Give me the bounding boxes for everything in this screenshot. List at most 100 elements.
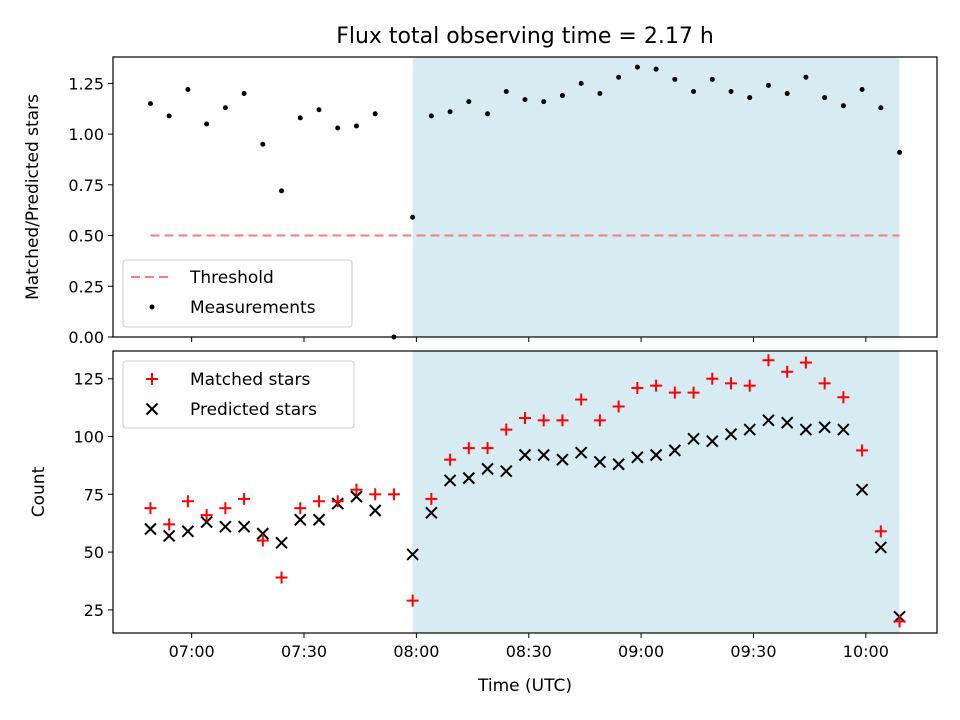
matched-star-point (556, 414, 569, 427)
y-tick-label: 0.25 (68, 277, 104, 296)
ratio-axes-frame (112, 56, 938, 338)
y-tick-label: 0.75 (68, 176, 104, 195)
predicted-star-point (649, 448, 663, 462)
matched-star-point (275, 571, 288, 584)
predicted-star-point (219, 520, 232, 533)
predicted-star-point (855, 483, 869, 496)
measurement-point (653, 66, 659, 72)
legend-predicted-label: Predicted stars (190, 400, 317, 420)
y-tick-label: 100 (73, 428, 104, 447)
measurement-point (466, 99, 472, 105)
predicted-star-point (574, 446, 588, 459)
predicted-star-point (780, 416, 794, 429)
measurement-point (353, 123, 359, 129)
count-x-ticks: 07:00 07:30 08:00 08:30 09:00 09:30 10:00 (169, 633, 889, 661)
matched-star-point (256, 534, 269, 547)
y-tick-label: 0.00 (68, 328, 104, 347)
ratio-marks (147, 64, 903, 340)
matched-star-point (668, 386, 681, 399)
legend-threshold-label: Threshold (189, 268, 274, 288)
matched-star-point (725, 377, 737, 390)
predicted-star-point (368, 504, 382, 517)
matched-star-point (837, 391, 850, 404)
y-tick-label: 75 (84, 485, 104, 504)
measurement-point (784, 91, 790, 97)
matched-star-point (313, 495, 325, 508)
matched-star-point (631, 381, 644, 394)
measurement-point (185, 86, 191, 92)
predicted-star-point (443, 474, 457, 487)
matched-star-point (425, 492, 438, 505)
predicted-star-point (200, 515, 213, 529)
y-tick-label: 50 (84, 543, 104, 562)
matched-star-point (612, 400, 625, 413)
predicted-star-point (837, 423, 850, 436)
measurement-point (822, 95, 828, 101)
matched-star-point (294, 502, 307, 515)
predicted-star-point (799, 423, 813, 436)
predicted-star-point (144, 522, 157, 536)
x-tick-label: 07:30 (281, 642, 327, 661)
matched-star-point (687, 386, 700, 399)
measurement-point (147, 101, 153, 107)
matched-star-point (519, 412, 531, 425)
predicted-star-point (481, 462, 494, 476)
y-tick-label: 25 (84, 601, 104, 620)
x-tick-label: 09:30 (730, 642, 776, 661)
measurement-point (428, 113, 434, 119)
x-tick-label: 08:30 (506, 642, 552, 661)
measurement-point (803, 74, 809, 80)
measurement-point (897, 149, 903, 155)
measurement-point (597, 91, 603, 97)
measurement-point (578, 80, 584, 86)
observing-span (412, 351, 900, 633)
matched-star-point (593, 414, 606, 427)
matched-star-point (781, 365, 794, 378)
matched-star-point (444, 453, 457, 466)
matched-star-point (369, 488, 382, 501)
measurement-point (878, 105, 884, 111)
measurement-point (297, 115, 303, 121)
legend-predicted-swatch (145, 402, 159, 416)
legend-matched-marker (146, 373, 158, 385)
y-tick-label: 1.25 (68, 74, 104, 93)
matched-star-point (331, 495, 344, 508)
predicted-star-point (181, 525, 195, 538)
predicted-star-point (275, 536, 288, 550)
measurement-point (616, 74, 622, 80)
count-marks (144, 354, 906, 628)
predicted-star-point (237, 520, 251, 533)
measurement-point (859, 86, 865, 92)
predicted-star-point (162, 529, 176, 543)
measurement-point (485, 111, 491, 117)
matched-star-point (762, 354, 775, 367)
legend-measurements-swatch (149, 304, 155, 310)
matched-star-point (575, 393, 588, 406)
predicted-star-point (518, 448, 532, 462)
predicted-star-point (350, 490, 363, 503)
predicted-star-point (612, 458, 625, 471)
matched-star-point (743, 379, 756, 392)
chart-title: Flux total observing time = 2.17 h (336, 24, 714, 49)
matched-star-point (219, 502, 232, 515)
measurement-point (316, 107, 322, 113)
observing-span (412, 57, 900, 337)
ratio-panel: 0.00 0.25 0.50 0.75 1.00 1.25 Matched/Predict… (23, 56, 938, 347)
predicted-star-point (874, 541, 888, 554)
predicted-star-point (556, 453, 569, 466)
measurement-point (728, 88, 734, 94)
measurement-point (204, 121, 210, 127)
measurement-point (559, 93, 565, 99)
y-tick-label: 1.00 (68, 125, 104, 144)
x-tick-label: 08:00 (393, 642, 439, 661)
matched-star-point (200, 509, 213, 522)
measurement-point (503, 88, 509, 94)
measurement-point (522, 97, 528, 103)
measurement-point (241, 91, 247, 97)
measurement-point (541, 99, 547, 105)
predicted-star-point (256, 527, 270, 540)
legend-matched-swatch (146, 373, 158, 385)
matched-star-point (874, 525, 887, 538)
measurement-point (840, 103, 846, 109)
